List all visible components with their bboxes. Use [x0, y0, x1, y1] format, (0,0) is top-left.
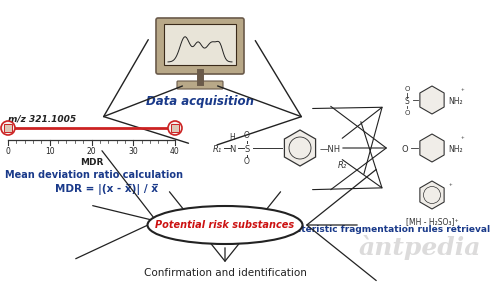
Polygon shape — [420, 181, 444, 209]
Text: 10: 10 — [45, 147, 54, 156]
Text: —NH: —NH — [320, 144, 341, 154]
Text: MDR: MDR — [80, 158, 103, 167]
Polygon shape — [420, 134, 444, 162]
Text: MDR = |(x - x̅)| / x̅: MDR = |(x - x̅)| / x̅ — [55, 184, 158, 195]
Text: Mean deviation ratio calculation: Mean deviation ratio calculation — [5, 170, 183, 180]
Text: Potential risk substances: Potential risk substances — [156, 220, 294, 230]
Text: O: O — [404, 86, 409, 92]
Text: m/z 321.1005: m/z 321.1005 — [8, 115, 76, 124]
Text: O: O — [244, 158, 250, 166]
Text: 0: 0 — [6, 147, 10, 156]
Text: H: H — [229, 134, 235, 142]
Text: [MH - H₂SO₃]⁺: [MH - H₂SO₃]⁺ — [406, 217, 458, 226]
Text: S: S — [404, 96, 409, 105]
Text: àntpedia: àntpedia — [359, 236, 481, 260]
Text: NH₂: NH₂ — [448, 144, 462, 154]
Text: O: O — [244, 132, 250, 141]
Bar — [4, 124, 12, 132]
Text: R₂: R₂ — [338, 161, 347, 170]
FancyBboxPatch shape — [164, 24, 236, 65]
Text: N: N — [229, 144, 235, 154]
FancyBboxPatch shape — [177, 81, 223, 89]
Text: NH₂: NH₂ — [448, 96, 462, 105]
Polygon shape — [420, 86, 444, 114]
Text: ⁺: ⁺ — [461, 89, 465, 95]
Circle shape — [1, 121, 15, 135]
Text: R₁: R₁ — [213, 144, 222, 154]
Bar — [171, 124, 179, 132]
FancyBboxPatch shape — [156, 18, 244, 74]
Text: 20: 20 — [86, 147, 97, 156]
Text: ⁺: ⁺ — [461, 137, 465, 143]
Text: 30: 30 — [128, 147, 138, 156]
Ellipse shape — [148, 206, 302, 244]
Circle shape — [168, 121, 182, 135]
Text: O: O — [402, 144, 408, 154]
Text: Confirmation and identification: Confirmation and identification — [144, 268, 306, 278]
Text: S: S — [244, 144, 250, 154]
Text: Data acquisition: Data acquisition — [146, 95, 254, 108]
Polygon shape — [284, 130, 316, 166]
Text: O: O — [404, 110, 409, 116]
Text: 40: 40 — [170, 147, 180, 156]
Text: Characteristic fragmentation rules retrieval: Characteristic fragmentation rules retri… — [266, 225, 490, 234]
Text: ⁺: ⁺ — [449, 184, 453, 190]
